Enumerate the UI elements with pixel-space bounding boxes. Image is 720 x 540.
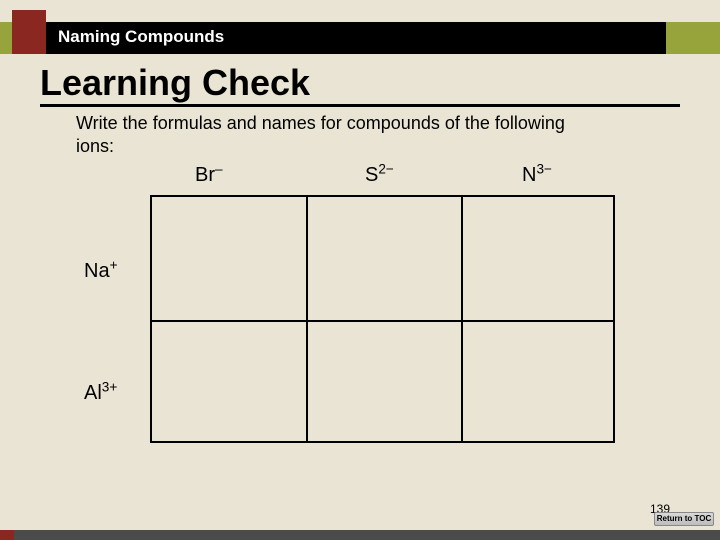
footer-bar <box>0 530 720 540</box>
anion-base: Br <box>195 164 215 186</box>
anion-label-s: S2− <box>365 164 394 187</box>
return-to-toc-button[interactable]: Return to TOC <box>654 512 714 526</box>
anion-label-n: N3− <box>522 164 552 187</box>
cation-charge: 3+ <box>102 379 118 394</box>
anion-label-br: Br– <box>195 164 223 187</box>
cation-charge: + <box>110 257 118 272</box>
cation-label-al: Al3+ <box>84 382 117 405</box>
anion-charge: 3− <box>536 161 552 176</box>
grid-vline <box>461 197 463 441</box>
anion-base: N <box>522 164 536 186</box>
answer-grid <box>150 195 615 443</box>
section-title: Naming Compounds <box>58 27 224 47</box>
prompt-text: Write the formulas and names for compoun… <box>76 112 596 159</box>
page-title: Learning Check <box>40 62 310 104</box>
anion-base: S <box>365 164 378 186</box>
anion-charge: 2− <box>378 161 394 176</box>
cation-base: Na <box>84 260 110 282</box>
cation-base: Al <box>84 382 102 404</box>
grid-hline <box>152 320 613 322</box>
header-accent-red <box>12 10 46 54</box>
grid-vline <box>306 197 308 441</box>
cation-label-na: Na+ <box>84 260 118 283</box>
anion-charge: – <box>215 161 223 176</box>
title-underline <box>40 104 680 107</box>
